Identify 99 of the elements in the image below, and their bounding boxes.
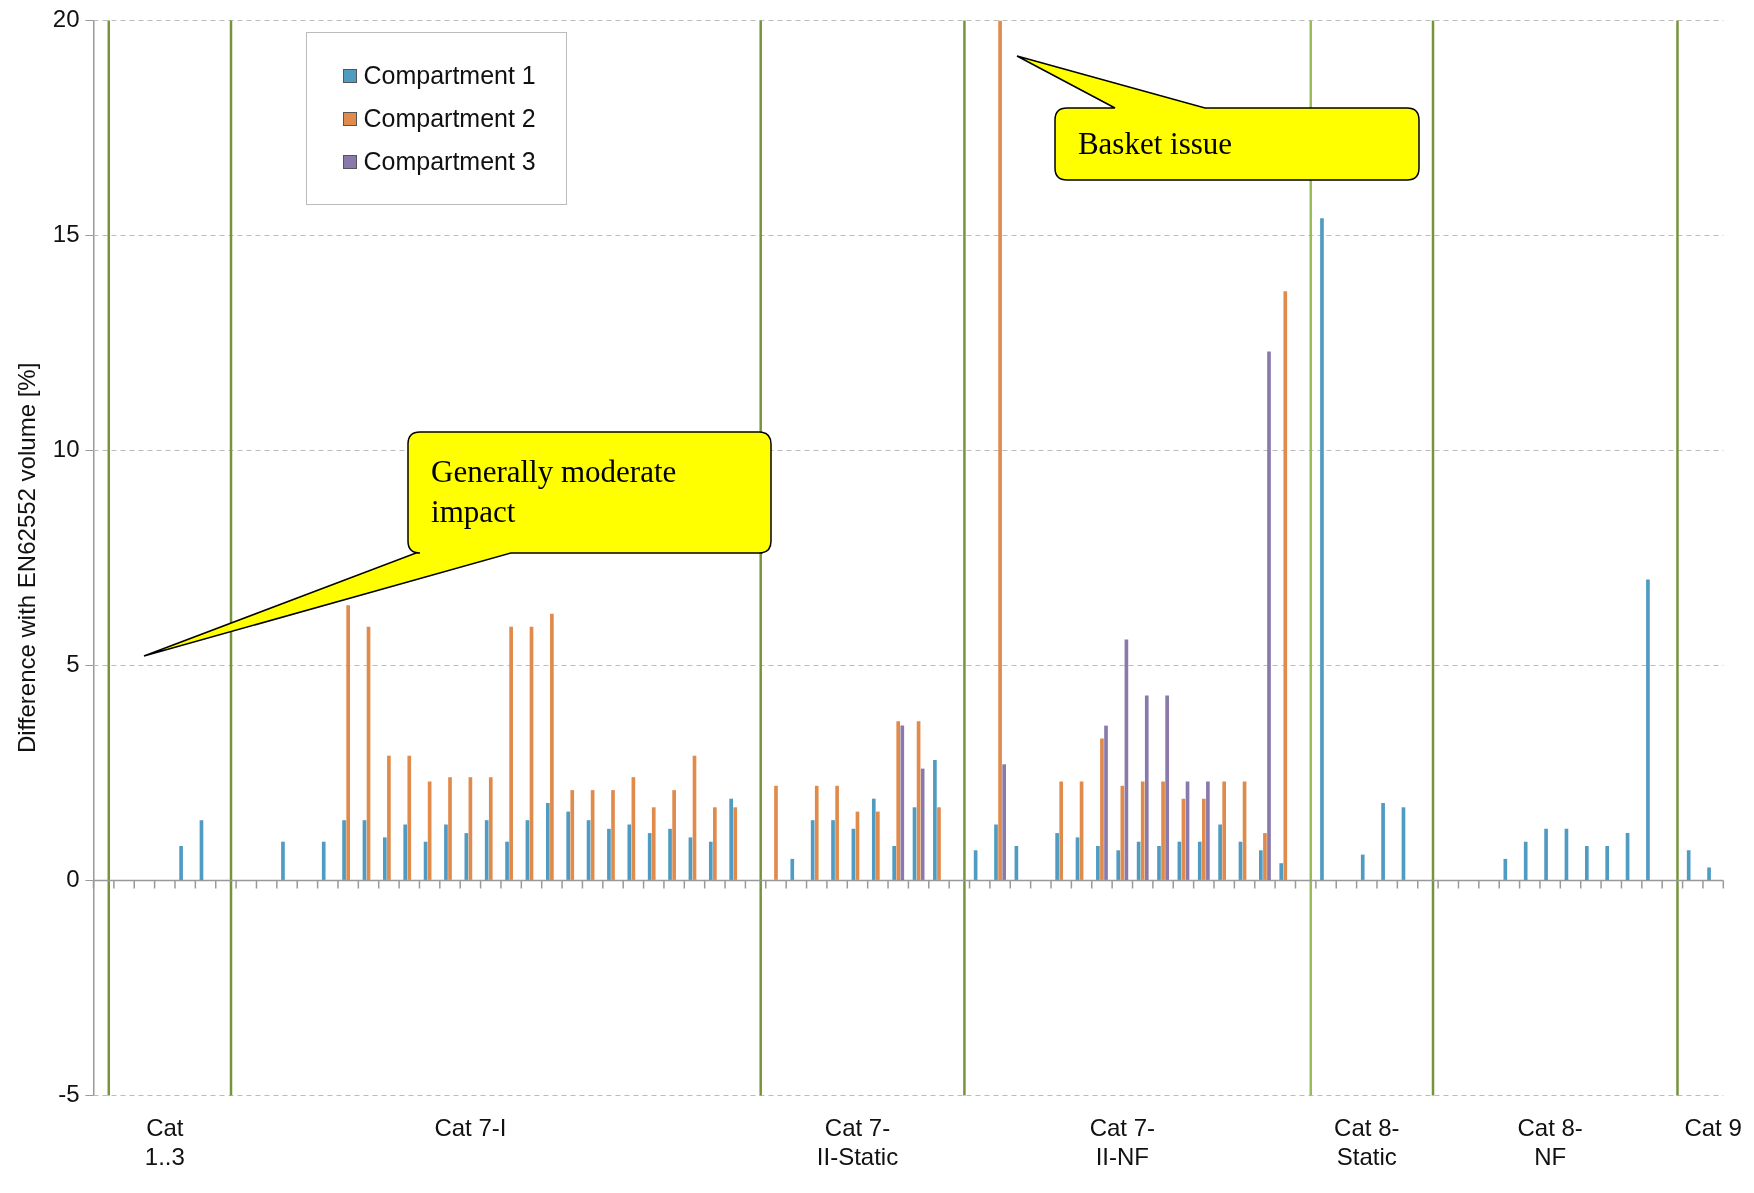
x-tick-label: Cat 7- II-NF [1089, 1114, 1155, 1171]
bar [346, 605, 350, 880]
bar [713, 807, 717, 880]
y-tick-label: 5 [66, 650, 80, 678]
bar [509, 626, 513, 880]
y-tick-label: 0 [66, 865, 80, 893]
bar [1267, 351, 1271, 880]
bar [1381, 803, 1385, 880]
x-tick-label: Cat 7- II-Static [816, 1114, 899, 1171]
legend-label: Compartment 3 [363, 147, 536, 177]
bar [611, 790, 615, 880]
bar [994, 824, 998, 880]
bar [1197, 841, 1202, 880]
bar [488, 777, 493, 880]
legend-label: Compartment 1 [363, 61, 536, 91]
bar [1104, 725, 1108, 880]
bar [647, 833, 652, 880]
bar [281, 841, 285, 880]
bar [1140, 781, 1145, 880]
bar [570, 790, 575, 880]
bar [1523, 841, 1528, 880]
bar [1686, 850, 1691, 880]
bar [484, 820, 489, 880]
bar [790, 858, 795, 880]
bar [1584, 846, 1589, 880]
legend-label: Compartment 2 [363, 104, 536, 134]
bar [1206, 781, 1210, 880]
bar [651, 807, 656, 880]
bar [892, 846, 896, 880]
bar [920, 768, 925, 880]
bar [387, 755, 391, 880]
bar [607, 828, 611, 880]
bar [1503, 858, 1508, 880]
bar [1201, 798, 1206, 880]
bar [407, 755, 412, 880]
x-tick-label: Cat 8- Static [1334, 1114, 1400, 1171]
y-tick-label: 10 [52, 435, 80, 463]
x-tick-label: Cat 8- NF [1517, 1114, 1583, 1171]
bar [342, 820, 346, 880]
bar [403, 824, 408, 880]
bar [1116, 850, 1121, 880]
bar [937, 807, 941, 880]
annotation: Generally moderate impact [430, 453, 678, 532]
annotation: Basket issue [1076, 124, 1234, 163]
bar [321, 841, 326, 880]
bar [1320, 218, 1324, 880]
bar [1100, 738, 1104, 880]
bar [1222, 781, 1227, 880]
bar [1144, 695, 1149, 880]
y-tick-label: -5 [58, 1080, 80, 1108]
bar [627, 824, 632, 880]
bar [464, 833, 469, 880]
bar [1055, 833, 1059, 880]
y-axis-title: Difference with EN62552 volume [%] [13, 362, 41, 754]
x-tick-label: Cat 9 [1684, 1114, 1742, 1142]
bar [545, 803, 550, 880]
bar [896, 721, 901, 880]
bar [729, 798, 733, 880]
bar [933, 760, 937, 880]
bar [831, 820, 835, 880]
bar [668, 828, 672, 880]
bar [1165, 695, 1169, 880]
bar [900, 725, 905, 880]
bar [382, 837, 387, 880]
bar [1259, 850, 1263, 880]
bar [774, 785, 778, 880]
bar [876, 811, 880, 880]
bar [566, 811, 571, 880]
bar [1263, 833, 1267, 880]
bar [505, 841, 509, 880]
bar [814, 785, 819, 880]
bar [1544, 828, 1548, 880]
x-tick-label: Cat 7-I [434, 1114, 507, 1142]
x-tick-label: Cat 1..3 [144, 1114, 185, 1171]
bar [998, 20, 1002, 880]
bar [708, 841, 713, 880]
bar [1161, 781, 1165, 880]
bar [444, 824, 448, 880]
bar [733, 807, 738, 880]
bar [1707, 867, 1711, 880]
bar [1002, 764, 1006, 880]
bar [1360, 854, 1365, 880]
bar [1120, 785, 1125, 880]
bar [1279, 863, 1284, 880]
bar [1157, 846, 1161, 880]
y-tick-label: 20 [52, 5, 80, 33]
y-tick-label: 15 [52, 220, 80, 248]
bar [835, 785, 839, 880]
bar [448, 777, 452, 880]
bar [1096, 846, 1100, 880]
bar [871, 798, 876, 880]
bar [550, 613, 554, 880]
bar [1059, 781, 1064, 880]
bar [672, 790, 676, 880]
bar [1605, 846, 1610, 880]
bar [1283, 291, 1288, 880]
bar [179, 846, 183, 880]
bar [1218, 824, 1222, 880]
bar [1646, 579, 1650, 880]
